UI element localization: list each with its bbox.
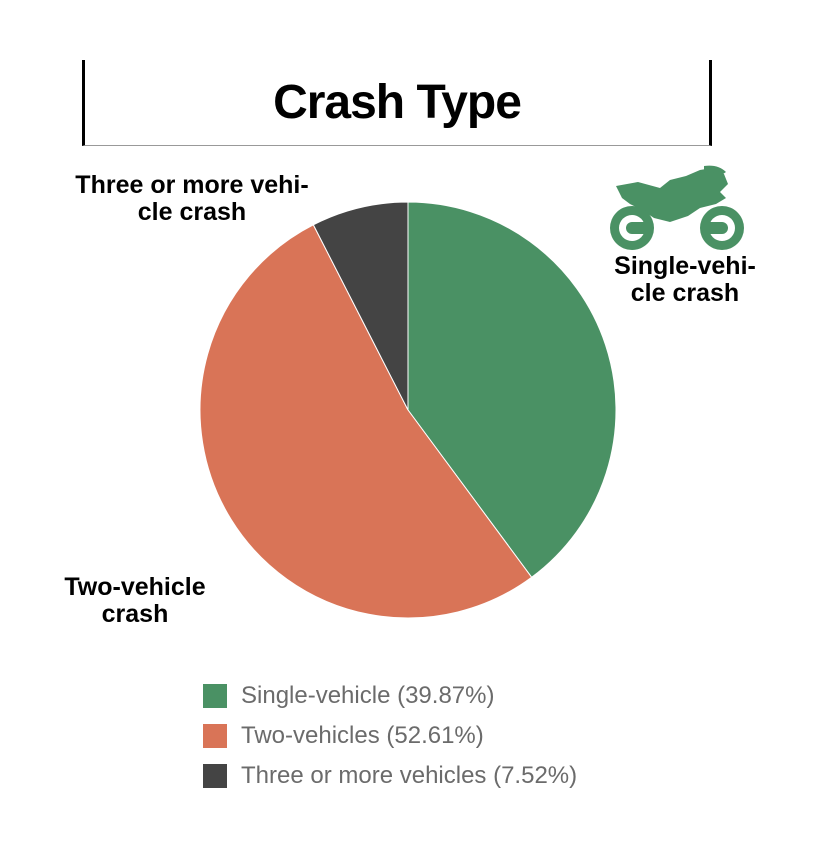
slice-label-single-line1: Single-vehi-: [614, 252, 756, 280]
legend-item-three: Three or more vehicles (7.52%): [203, 756, 577, 796]
legend-swatch-two: [203, 724, 227, 748]
chart-title-box: Crash Type: [82, 60, 712, 146]
slice-label-two-line2: crash: [101, 600, 169, 628]
motorcycle-icon: [610, 165, 744, 250]
slice-label-two-line1: Two-vehicle: [64, 573, 206, 601]
pie-slice-three-or-more: [312, 201, 409, 411]
legend-text-three: Three or more vehicles (7.52%): [241, 762, 578, 789]
slice-label-three-line2: cle crash: [137, 198, 247, 226]
legend: Single-vehicle (39.87%) Two-vehicles (52…: [203, 676, 577, 796]
chart-title: Crash Type: [273, 76, 522, 129]
slice-label-two-vehicle: Two-vehicle crash: [50, 574, 220, 628]
legend-swatch-three: [203, 764, 227, 788]
legend-text-two: Two-vehicles (52.61%): [241, 722, 484, 749]
legend-swatch-single: [203, 684, 227, 708]
slice-label-single-vehicle: Single-vehi- cle crash: [600, 253, 770, 307]
pie-slice-single-vehicle: [407, 201, 617, 578]
legend-text-single: Single-vehicle (39.87%): [241, 682, 495, 709]
slice-label-three-or-more: Three or more vehi- cle crash: [62, 172, 322, 226]
pie-slice-two-vehicle: [199, 224, 533, 619]
slice-label-three-line1: Three or more vehi-: [75, 171, 309, 199]
legend-item-two: Two-vehicles (52.61%): [203, 716, 577, 756]
slice-label-single-line2: cle crash: [630, 279, 740, 307]
legend-item-single: Single-vehicle (39.87%): [203, 676, 577, 716]
